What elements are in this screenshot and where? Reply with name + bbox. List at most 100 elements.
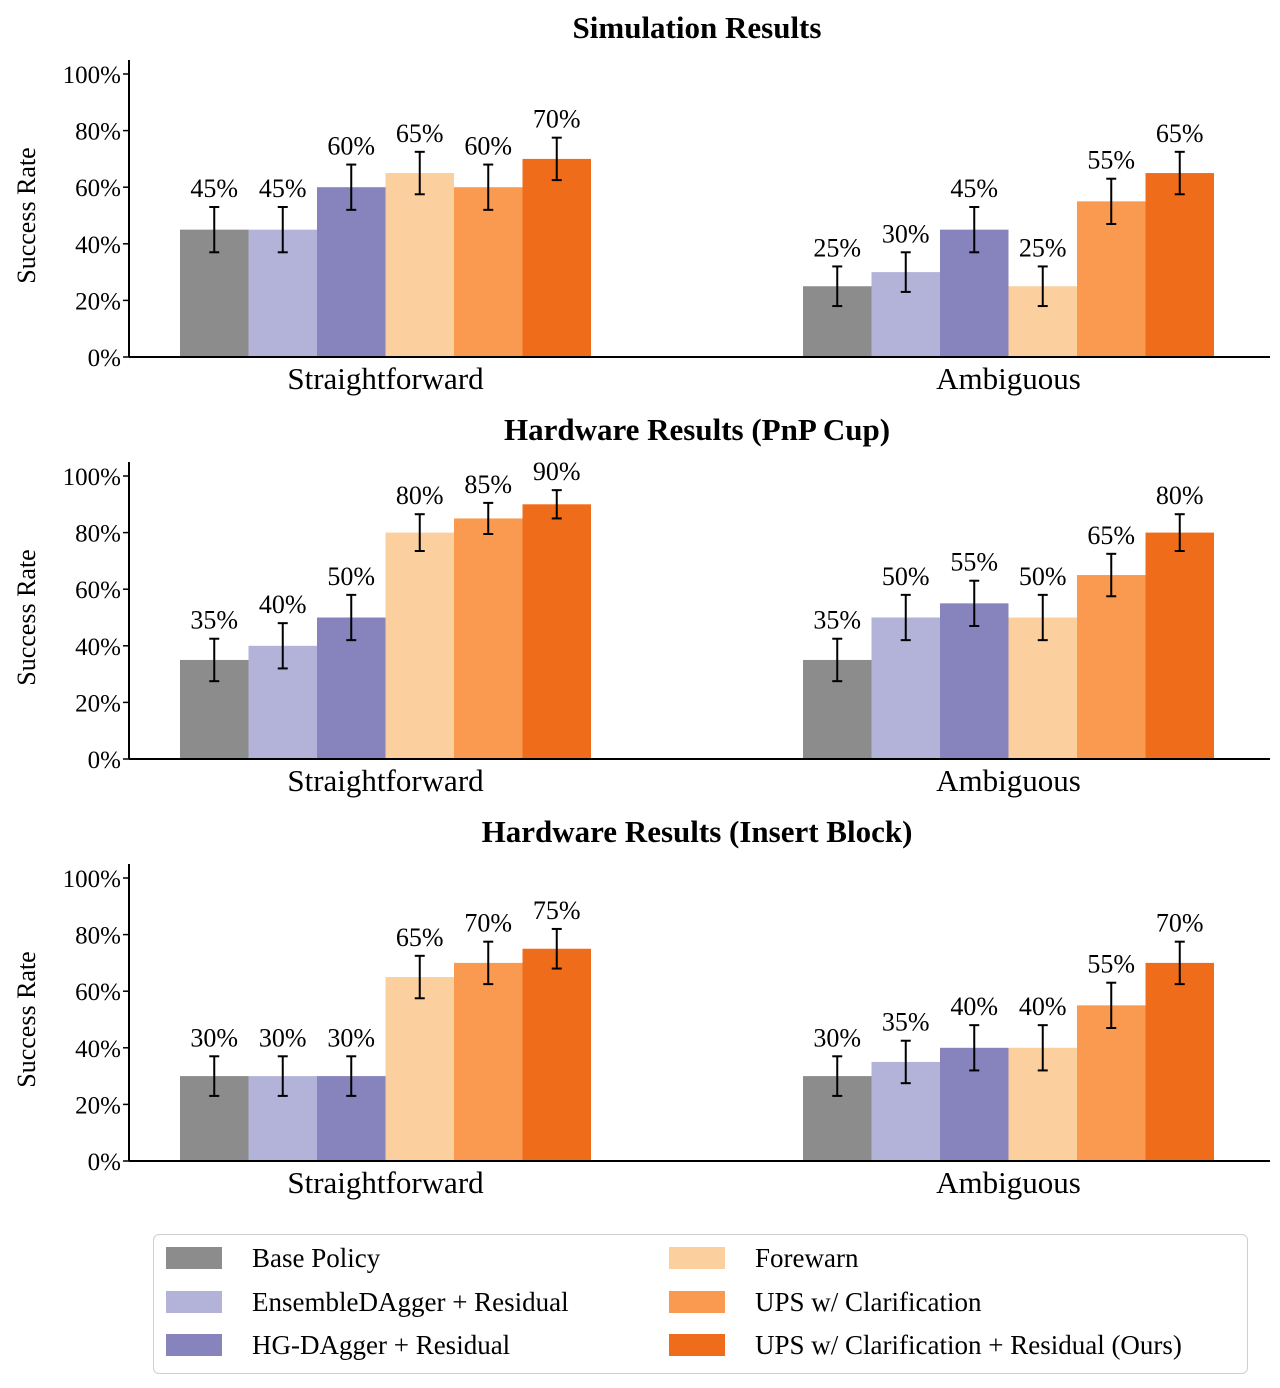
y-tick-label: 100% [63, 62, 121, 89]
data-label: 45% [259, 174, 307, 203]
legend-swatch [669, 1291, 725, 1313]
legend-label: Forewarn [755, 1242, 859, 1273]
y-tick-label: 40% [75, 1036, 121, 1063]
data-label: 60% [464, 132, 512, 161]
bar [1145, 962, 1214, 1161]
legend-item: UPS w/ Clarification + Residual (Ours) [669, 1330, 1182, 1360]
data-label: 65% [1087, 521, 1135, 550]
y-tick-label: 80% [75, 119, 121, 146]
chart-panel-3: Hardware Results (Insert Block) Success R… [12, 814, 1270, 1200]
data-label: 25% [813, 233, 861, 262]
data-label: 30% [327, 1023, 375, 1052]
data-label: 60% [327, 132, 375, 161]
legend-item: Base Policy [166, 1243, 380, 1273]
y-axis-label: Success Rate [12, 147, 41, 283]
y-tick-label: 80% [75, 521, 121, 548]
bar [385, 173, 454, 357]
data-label: 75% [533, 896, 581, 925]
x-category-label: Ambiguous [936, 763, 1081, 798]
data-label: 45% [950, 174, 998, 203]
data-label: 50% [882, 562, 930, 591]
y-tick-label: 20% [75, 1092, 121, 1119]
data-label: 50% [327, 562, 375, 591]
data-label: 80% [1156, 481, 1204, 510]
legend-swatch [669, 1247, 725, 1269]
bar [522, 948, 591, 1161]
bar [454, 187, 523, 357]
bar [940, 603, 1009, 759]
x-category-label: Ambiguous [936, 1165, 1081, 1200]
y-tick-label: 0% [88, 345, 121, 372]
legend-item: UPS w/ Clarification [669, 1287, 981, 1317]
y-tick-label: 20% [75, 288, 121, 315]
data-label: 50% [1019, 562, 1067, 591]
data-label: 35% [882, 1008, 930, 1037]
bar [1077, 575, 1146, 759]
legend-label: UPS w/ Clarification + Residual (Ours) [755, 1329, 1182, 1360]
data-label: 25% [1019, 233, 1067, 262]
data-label: 30% [190, 1023, 238, 1052]
data-label: 70% [1156, 909, 1204, 938]
bar [1077, 1005, 1146, 1161]
bar [1077, 201, 1146, 357]
y-axis-label: Success Rate [12, 951, 41, 1087]
data-label: 80% [396, 481, 444, 510]
data-label: 55% [1087, 950, 1135, 979]
bar [317, 187, 386, 357]
bar [385, 977, 454, 1161]
bar [1145, 173, 1214, 357]
y-tick-label: 80% [75, 923, 121, 950]
data-label: 65% [396, 119, 444, 148]
bar [1145, 532, 1214, 759]
data-label: 30% [813, 1023, 861, 1052]
chart-legend: Base Policy EnsembleDAgger + Residual HG-D… [153, 1234, 1248, 1374]
data-label: 55% [950, 548, 998, 577]
data-label: 70% [464, 909, 512, 938]
legend-label: UPS w/ Clarification [755, 1286, 982, 1317]
data-label: 40% [259, 590, 307, 619]
data-label: 70% [533, 105, 581, 134]
legend-label: EnsembleDAgger + Residual [252, 1286, 569, 1317]
data-label: 40% [1019, 992, 1067, 1021]
data-label: 65% [396, 923, 444, 952]
y-axis-label: Success Rate [12, 549, 41, 685]
chart-title: Hardware Results (Insert Block) [482, 814, 913, 849]
y-tick-label: 60% [75, 577, 121, 604]
data-label: 35% [813, 606, 861, 635]
bar [522, 158, 591, 357]
data-label: 85% [464, 470, 512, 499]
chart-title: Hardware Results (PnP Cup) [504, 412, 890, 447]
legend-swatch [669, 1334, 725, 1356]
legend-item: EnsembleDAgger + Residual [166, 1287, 569, 1317]
chart-panel-2: Hardware Results (PnP Cup) Success Rate 35… [12, 412, 1270, 798]
y-tick-label: 20% [75, 690, 121, 717]
y-tick-label: 0% [88, 1149, 121, 1176]
legend-label: HG-DAgger + Residual [252, 1329, 511, 1360]
data-label: 90% [533, 457, 581, 486]
data-label: 30% [882, 219, 930, 248]
data-label: 40% [950, 992, 998, 1021]
y-tick-label: 100% [63, 464, 121, 491]
y-tick-label: 60% [75, 175, 121, 202]
data-label: 45% [190, 174, 238, 203]
bar [454, 518, 523, 759]
data-label: 30% [259, 1023, 307, 1052]
bar [454, 962, 523, 1161]
legend-swatch [166, 1291, 222, 1313]
chart-panel-1: Simulation Results Success Rate 45% 25% 45% 3… [12, 10, 1270, 396]
legend-swatch [166, 1247, 222, 1269]
data-label: 55% [1087, 146, 1135, 175]
x-category-label: Straightforward [287, 361, 484, 396]
bar [522, 504, 591, 759]
bar [385, 532, 454, 759]
x-category-label: Straightforward [287, 763, 484, 798]
x-category-label: Straightforward [287, 1165, 484, 1200]
legend-item: Forewarn [669, 1243, 858, 1273]
x-category-label: Ambiguous [936, 361, 1081, 396]
chart-title: Simulation Results [573, 10, 822, 45]
data-label: 35% [190, 606, 238, 635]
y-tick-label: 40% [75, 634, 121, 661]
data-label: 65% [1156, 119, 1204, 148]
legend-swatch [166, 1334, 222, 1356]
